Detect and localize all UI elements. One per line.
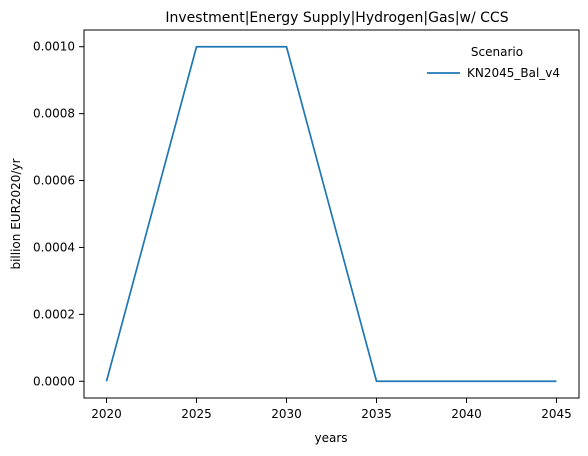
legend-title: Scenario: [471, 45, 523, 59]
y-tick-label-1: 0.0002: [33, 307, 75, 321]
x-tick-label-2030: 2030: [271, 407, 302, 421]
y-tick-label-0: 0.0000: [33, 374, 75, 388]
x-tick-label-2045: 2045: [541, 407, 572, 421]
x-tick-label-2035: 2035: [361, 407, 392, 421]
series-layer: [105, 45, 557, 383]
x-tick-label-2020: 2020: [91, 407, 122, 421]
legend-series-label: KN2045_Bal_v4: [467, 66, 560, 80]
y-tick-label-4: 0.0008: [33, 107, 75, 121]
y-tick-label-5: 0.0010: [33, 40, 75, 54]
y-axis-label: billion EUR2020/yr: [9, 158, 23, 269]
x-axis-label: years: [314, 431, 347, 445]
x-tick-label-2025: 2025: [181, 407, 212, 421]
plot-area-frame: [83, 29, 580, 399]
y-tick-label-3: 0.0006: [33, 174, 75, 188]
y-tick-label-2: 0.0004: [33, 240, 75, 254]
y-axis: 0.0000 0.0002 0.0004 0.0006 0.0008 0.0010: [33, 40, 84, 388]
chart-title: Investment|Energy Supply|Hydrogen|Gas|w/…: [165, 10, 508, 26]
x-tick-label-2040: 2040: [451, 407, 482, 421]
x-axis: 2020 2025 2030 2035 2040 2045: [91, 398, 572, 421]
legend: Scenario KN2045_Bal_v4: [427, 45, 560, 80]
series-line-0: [105, 45, 557, 383]
